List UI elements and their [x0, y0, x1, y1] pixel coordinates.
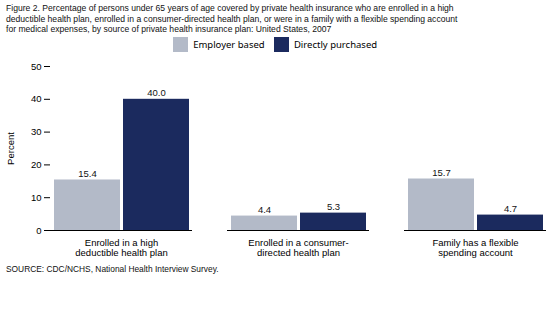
svg-text:20: 20 — [31, 159, 42, 170]
svg-text:Enrolled in a consumer-directe: Enrolled in a consumer-directed health p… — [248, 237, 348, 258]
svg-text:30: 30 — [31, 126, 42, 137]
svg-text:15.7: 15.7 — [432, 167, 451, 178]
svg-text:50: 50 — [31, 61, 42, 72]
svg-text:10: 10 — [31, 192, 42, 203]
svg-text:4.4: 4.4 — [258, 204, 271, 215]
svg-text:5.3: 5.3 — [327, 201, 340, 212]
svg-text:15.4: 15.4 — [78, 168, 97, 179]
html-text:Directly purchased: Directly purchased — [293, 38, 378, 52]
svg-text:4.7: 4.7 — [504, 203, 517, 214]
svg-text:40.0: 40.0 — [147, 88, 166, 99]
svg-text:Family has a flexiblespending: Family has a flexiblespending account — [432, 237, 518, 258]
html-text:Employer based: Employer based — [193, 38, 265, 52]
html-text:Figure 2. Percentage of person: Figure 2. Percentage of persons under 65… — [6, 3, 458, 35]
svg-text:Enrolled in a highdeductible h: Enrolled in a highdeductible health plan — [75, 237, 167, 258]
svg-text:Percent: Percent — [5, 132, 16, 165]
html-text:SOURCE: CDC/NCHS, National Hea: SOURCE: CDC/NCHS, National Health Interv… — [6, 264, 219, 275]
svg-text:0: 0 — [36, 225, 41, 236]
svg-text:40: 40 — [31, 94, 42, 105]
